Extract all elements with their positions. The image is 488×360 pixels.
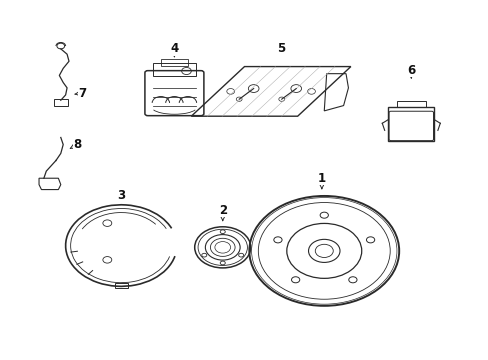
Text: 8: 8 (70, 138, 81, 151)
Bar (396, 101, 425, 107)
Text: 7: 7 (75, 87, 86, 100)
Bar (152, 63, 196, 76)
Text: 6: 6 (407, 64, 415, 78)
Text: 4: 4 (170, 42, 178, 57)
Bar (161, 59, 187, 66)
Text: 5: 5 (276, 42, 285, 55)
Text: 1: 1 (317, 172, 325, 189)
Text: 2: 2 (218, 204, 226, 221)
Bar (387, 107, 434, 141)
Bar (114, 283, 128, 288)
Text: 3: 3 (117, 189, 125, 202)
Bar (53, 99, 68, 105)
